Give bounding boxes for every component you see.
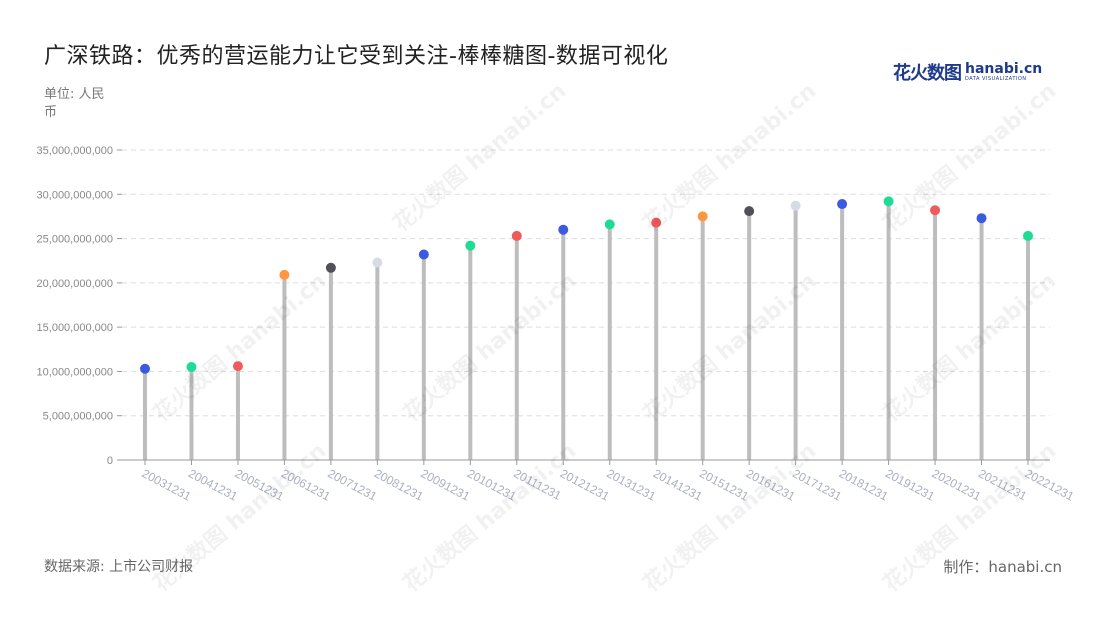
x-tick-label: 20061231 [279,466,333,504]
logo: 花火数图 hanabi.cn DATA VISUALIZATION [893,58,1042,86]
x-tick-label: 20111231 [511,466,563,503]
x-tick-label: 20091231 [418,466,472,504]
lollipop-dot [930,205,941,216]
lollipop-sticks [143,201,1030,460]
x-tick-label: 20191231 [883,466,937,504]
y-tick-label: 20,000,000,000 [37,278,113,290]
x-tick-label: 20101231 [465,466,519,504]
x-tick-label: 20041231 [186,466,240,504]
source-label: 数据来源: 上市公司财报 [44,559,194,575]
x-tick-label: 20161231 [744,466,798,504]
lollipop-dot [790,200,801,211]
lollipop-dots [140,196,1033,374]
x-axis-ticks: 2003123120041231200512312006123120071231… [140,460,1077,504]
y-tick-label: 30,000,000,000 [37,189,113,201]
lollipop-dot [140,363,150,374]
x-tick-label: 20181231 [837,466,891,504]
y-axis-ticks: 0 5,000,000,000 10,000,000,000 15,000,000,0… [37,145,122,467]
x-tick-label: 20131231 [604,466,658,504]
logo-en-text: hanabi.cn [965,61,1043,77]
y-tick-label: 35,000,000,000 [37,145,113,157]
unit-label: 单位: 人民币 [44,87,105,120]
lollipop-dot [883,196,894,207]
lollipop-dot [744,206,755,217]
x-tick-label: 20081231 [372,466,426,504]
x-tick-label: 20051231 [233,466,287,504]
y-tick-label: 15,000,000,000 [37,322,113,334]
lollipop-dot [186,362,197,372]
lollipop-dot [976,213,987,224]
x-tick-label: 20141231 [651,466,705,504]
x-tick-label: 20151231 [697,466,751,504]
lollipop-dot [558,224,569,235]
lollipop-dot [651,217,662,228]
lollipop-dot [697,211,708,222]
lollipop-dot [418,249,429,260]
x-tick-label: 20171231 [790,466,844,504]
y-tick-label: 0 [107,455,113,467]
y-tick-label: 5,000,000,000 [43,411,113,423]
y-tick-label: 25,000,000,000 [37,234,113,246]
x-tick-label: 20031231 [140,466,194,504]
lollipop-dot [1023,230,1033,241]
lollipop-dot [372,257,383,268]
logo-en: hanabi.cn DATA VISUALIZATION [965,62,1042,82]
lollipop-dot [325,262,336,273]
lollipop-dot [465,240,476,251]
x-tick-label: 20071231 [325,466,379,504]
x-tick-label: 20211231 [976,466,1029,503]
logo-sub-text: DATA VISUALIZATION [965,76,1027,82]
lollipop-dot [232,361,243,372]
lollipop-dot [279,269,290,280]
x-tick-label: 20221231 [1023,466,1077,504]
y-tick-label: 10,000,000,000 [37,366,113,378]
lollipop-dot [837,199,848,210]
grid-lines [122,149,1050,417]
x-tick-label: 20121231 [558,466,612,504]
chart-title: 广深铁路：优秀的营运能力让它受到关注-棒棒糖图-数据可视化 [44,44,669,69]
credit-label: 制作：hanabi.cn [943,558,1062,576]
logo-cn-text: 花火数图 [893,63,962,84]
lollipop-dot [604,219,615,230]
lollipop-dot [511,230,522,241]
x-tick-label: 20201231 [930,466,984,504]
